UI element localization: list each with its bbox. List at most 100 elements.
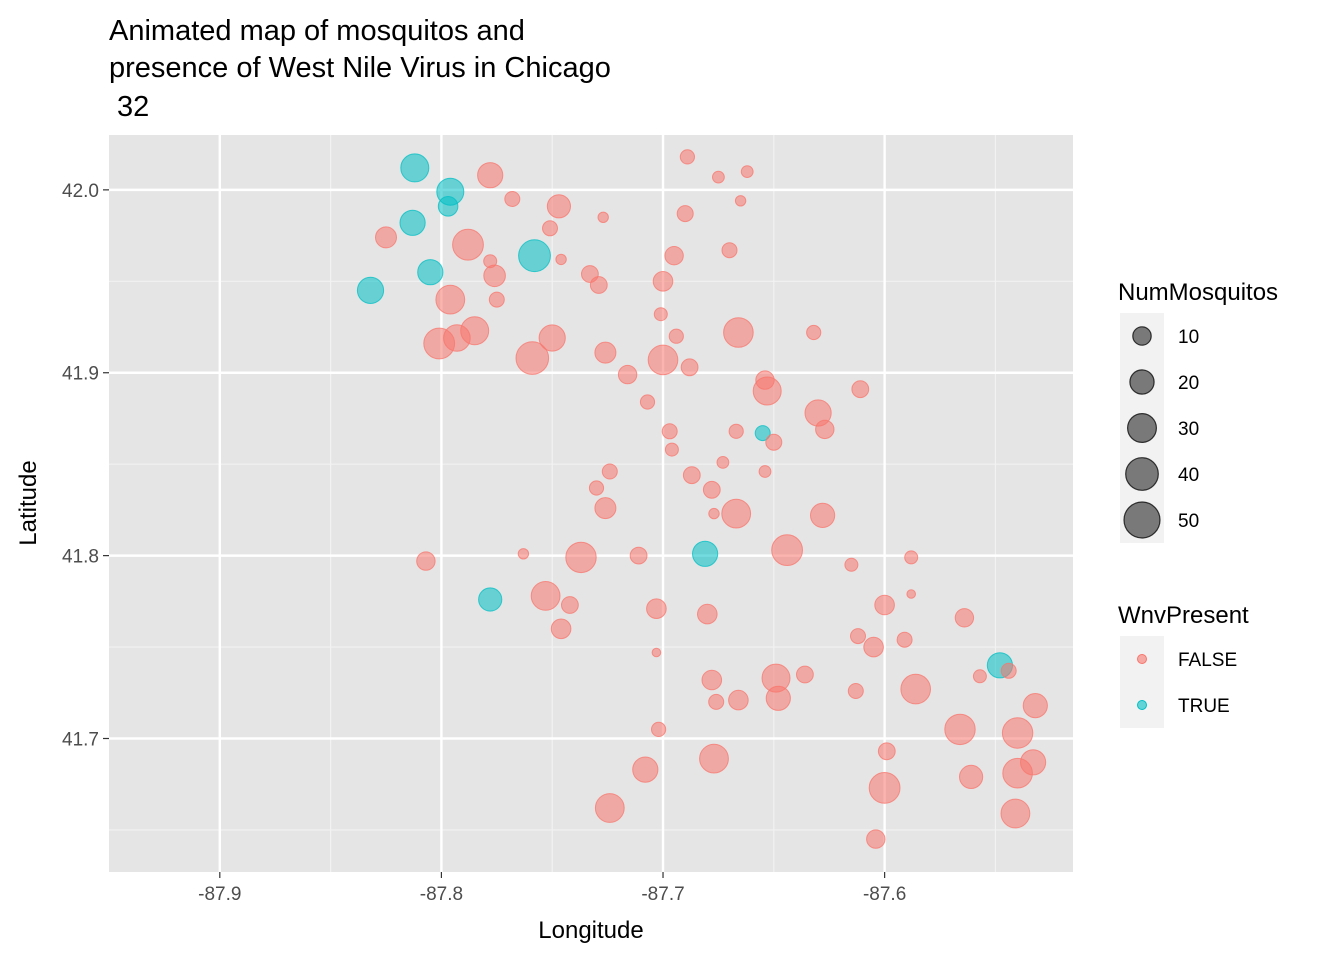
data-point: [796, 665, 814, 684]
y-tick-label: 42.0: [62, 181, 99, 202]
data-point: [721, 498, 752, 529]
data-point: [676, 205, 694, 223]
size-legend-label: 30: [1178, 419, 1199, 440]
color-legend-label: TRUE: [1178, 696, 1230, 717]
data-point: [460, 316, 490, 346]
size-legend-label: 10: [1178, 327, 1199, 348]
data-point: [664, 246, 684, 266]
data-point: [504, 191, 521, 207]
x-axis-ticks: -87.9 -87.8 -87.7 -87.6: [198, 872, 906, 905]
data-point: [702, 480, 721, 499]
data-point: [375, 226, 397, 249]
size-legend-label: 20: [1178, 373, 1199, 394]
data-point: [530, 581, 561, 611]
chart-title-line-1: Animated map of mosquitos and: [109, 15, 525, 47]
data-point: [488, 291, 505, 308]
data-point: [906, 589, 917, 599]
data-point: [850, 628, 866, 645]
data-points: [356, 149, 1048, 849]
data-point: [1000, 662, 1017, 679]
y-tick-label: 41.7: [62, 729, 99, 750]
x-axis-title: Longitude: [538, 917, 643, 944]
size-legend-symbol: [1129, 369, 1155, 395]
data-point: [651, 647, 662, 658]
size-legend-title: NumMosquitos: [1118, 279, 1278, 306]
data-point: [1022, 693, 1048, 719]
data-point: [639, 394, 656, 410]
data-point: [416, 551, 436, 571]
data-point: [594, 341, 617, 364]
data-point: [661, 423, 678, 440]
data-point: [740, 165, 754, 179]
y-axis-title: Latitude: [15, 460, 42, 545]
color-legend-title: WnvPresent: [1118, 602, 1249, 629]
data-point: [904, 550, 919, 565]
data-point: [517, 548, 530, 560]
size-legend-label: 40: [1178, 465, 1199, 486]
data-point: [664, 442, 679, 457]
data-point: [594, 497, 617, 520]
x-tick-label: -87.9: [198, 884, 241, 905]
data-point: [806, 324, 822, 341]
data-point: [632, 756, 659, 783]
data-point: [868, 772, 901, 804]
data-point: [589, 276, 608, 294]
data-point: [478, 587, 503, 612]
data-point: [518, 239, 551, 273]
data-point: [716, 456, 730, 469]
data-point: [594, 793, 625, 823]
data-point: [874, 594, 895, 616]
data-point: [728, 423, 744, 439]
data-point: [810, 502, 836, 529]
data-point: [400, 153, 430, 183]
data-point: [483, 254, 498, 269]
color-legend: WnvPresent FALSE TRUE: [1118, 602, 1249, 728]
data-point: [565, 541, 597, 574]
data-point: [754, 425, 771, 442]
data-point: [959, 764, 984, 790]
data-point: [1020, 749, 1047, 776]
data-point: [752, 376, 782, 406]
data-point: [1001, 717, 1034, 749]
data-point: [954, 608, 975, 628]
data-point: [477, 162, 504, 189]
data-point: [758, 465, 772, 478]
x-tick-label: -87.8: [420, 884, 463, 905]
data-point: [765, 685, 791, 711]
data-point: [437, 196, 459, 217]
data-point: [734, 195, 747, 207]
data-point: [692, 540, 719, 567]
data-point: [550, 618, 572, 640]
data-point: [617, 364, 638, 385]
y-tick-label: 41.8: [62, 547, 99, 568]
size-legend-symbol: [1126, 413, 1157, 444]
size-legend: NumMosquitos 10 20 30 40 50: [1118, 279, 1278, 543]
color-legend-label: FALSE: [1178, 650, 1237, 671]
data-point: [866, 829, 886, 849]
grid-minor-lines: [109, 135, 1073, 872]
size-legend-symbol: [1123, 501, 1161, 539]
data-point: [597, 211, 609, 224]
plot-panel: [109, 135, 1073, 872]
data-point: [668, 328, 684, 344]
data-point: [538, 324, 566, 352]
data-point: [944, 713, 976, 746]
data-point: [651, 721, 667, 738]
data-point: [546, 194, 572, 219]
data-point: [483, 264, 506, 288]
data-point: [721, 242, 738, 259]
size-legend-symbol: [1125, 457, 1159, 491]
data-point: [652, 271, 674, 292]
size-legend-label: 50: [1178, 511, 1199, 532]
data-point: [847, 683, 864, 699]
data-point: [356, 276, 385, 304]
data-point: [647, 344, 679, 376]
data-point: [515, 341, 550, 375]
color-legend-symbol: [1137, 700, 1147, 710]
data-point: [646, 598, 667, 620]
color-legend-symbol: [1137, 654, 1147, 664]
data-point: [399, 209, 426, 236]
data-point: [435, 284, 466, 315]
data-point: [680, 358, 699, 377]
